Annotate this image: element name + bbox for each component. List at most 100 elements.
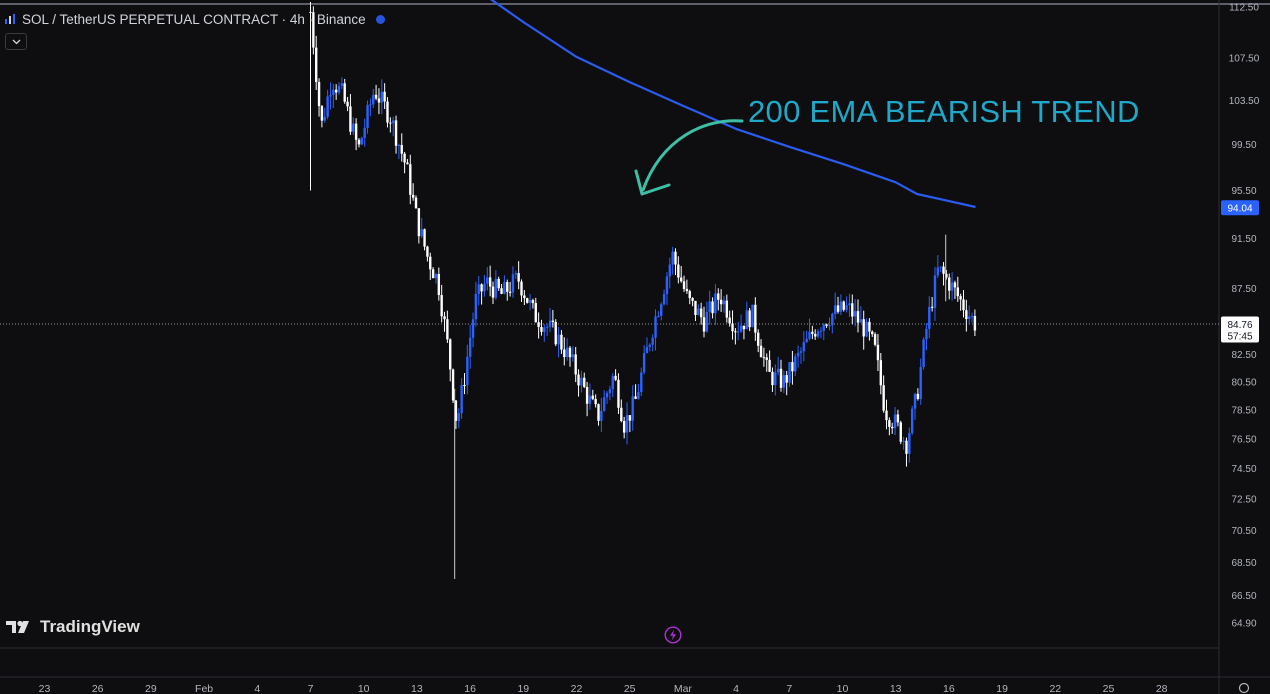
candle-body: [332, 89, 335, 95]
candle-body: [323, 116, 326, 121]
candle-body: [614, 375, 617, 380]
candle-body: [337, 85, 341, 93]
candle-body: [460, 385, 463, 414]
candle-body: [389, 122, 392, 124]
lightning-icon[interactable]: [664, 626, 682, 644]
candle-body: [962, 299, 965, 311]
candle-body: [611, 375, 614, 390]
candle-body: [443, 316, 446, 320]
candle-body: [893, 414, 897, 429]
candle-body: [346, 101, 349, 107]
candle-body: [449, 339, 452, 370]
candle-body: [457, 413, 460, 421]
candle-body: [583, 377, 586, 387]
candle-body: [697, 308, 700, 315]
candle-body: [551, 320, 555, 322]
candle-body: [668, 264, 671, 277]
candle-body: [930, 306, 934, 308]
collapse-legend-button[interactable]: [5, 33, 27, 50]
candle-body: [839, 301, 843, 312]
candle-body: [312, 12, 315, 48]
candle-body: [491, 286, 495, 298]
tradingview-logo[interactable]: TradingView: [6, 617, 140, 637]
candle-body: [326, 96, 329, 117]
candle-body: [691, 298, 694, 301]
candle-body: [565, 347, 569, 358]
candle-body: [420, 229, 423, 237]
candle-body: [745, 310, 748, 330]
candle-body: [660, 304, 663, 316]
candle-body: [648, 344, 652, 347]
tradingview-logo-text: TradingView: [40, 617, 140, 636]
candle-body: [406, 162, 409, 165]
candle-body: [959, 296, 962, 300]
x-tick-label: 10: [358, 683, 370, 694]
x-tick-label: 23: [39, 683, 51, 694]
candle-body: [534, 303, 537, 323]
candle-body: [717, 293, 720, 300]
candle-body: [794, 356, 797, 372]
candle-body: [640, 372, 643, 393]
candle-body: [739, 325, 743, 332]
settings-gear-icon[interactable]: [1238, 682, 1250, 694]
candle-body: [503, 282, 506, 294]
candle-body: [520, 281, 523, 296]
candle-body: [885, 410, 888, 421]
candle-body: [334, 89, 338, 93]
candle-body: [774, 372, 777, 386]
candle-body: [868, 321, 871, 332]
candle-body: [942, 266, 945, 274]
candle-body: [369, 104, 372, 106]
candle-body: [620, 407, 623, 422]
market-status-icon[interactable]: [375, 14, 385, 24]
candle-body: [851, 303, 854, 317]
candle-body: [928, 306, 931, 329]
candle-body: [950, 282, 954, 291]
candle-body: [811, 331, 814, 335]
candle-body: [500, 288, 503, 294]
symbol-chart-icon: [5, 14, 15, 24]
candle-body: [466, 356, 469, 386]
candle-body: [876, 344, 880, 361]
candle-body: [360, 137, 364, 145]
candle-body: [845, 305, 848, 310]
x-tick-label: 19: [517, 683, 529, 694]
y-tick-label: 64.90: [1231, 619, 1256, 630]
candle-body: [833, 305, 837, 314]
candle-body: [939, 266, 942, 268]
y-tick-label: 80.50: [1231, 377, 1256, 388]
candle-body: [394, 120, 398, 146]
candle-body: [871, 331, 874, 335]
candle-body: [386, 101, 389, 123]
candle-body: [657, 315, 660, 317]
candle-body: [352, 123, 355, 132]
candle-body: [922, 339, 925, 368]
candle-body: [936, 267, 940, 276]
candle-body: [662, 294, 666, 305]
candle-body: [471, 319, 475, 338]
candle-body: [340, 83, 344, 86]
x-tick-label: 19: [996, 683, 1008, 694]
candle-body: [600, 410, 603, 421]
candle-body: [879, 360, 883, 386]
y-tick-label: 103.50: [1229, 96, 1260, 107]
candle-body: [816, 331, 820, 337]
candle-body: [762, 357, 766, 359]
candle-body: [651, 337, 654, 345]
candle-body: [409, 164, 412, 195]
candle-body: [317, 82, 321, 107]
x-tick-label: 25: [624, 683, 636, 694]
candle-body: [366, 104, 369, 128]
candle-body: [488, 277, 492, 287]
candle-body: [354, 123, 358, 140]
candle-body: [873, 334, 877, 345]
candle-body: [808, 331, 811, 339]
candle-body: [608, 389, 612, 394]
candle-body: [494, 278, 498, 298]
candle-body: [329, 94, 332, 97]
candle-body: [554, 321, 557, 345]
x-tick-label: 22: [571, 683, 583, 694]
candle-body: [628, 415, 632, 421]
symbol-title[interactable]: SOL / TetherUS PERPETUAL CONTRACT · 4h ·…: [22, 11, 366, 27]
